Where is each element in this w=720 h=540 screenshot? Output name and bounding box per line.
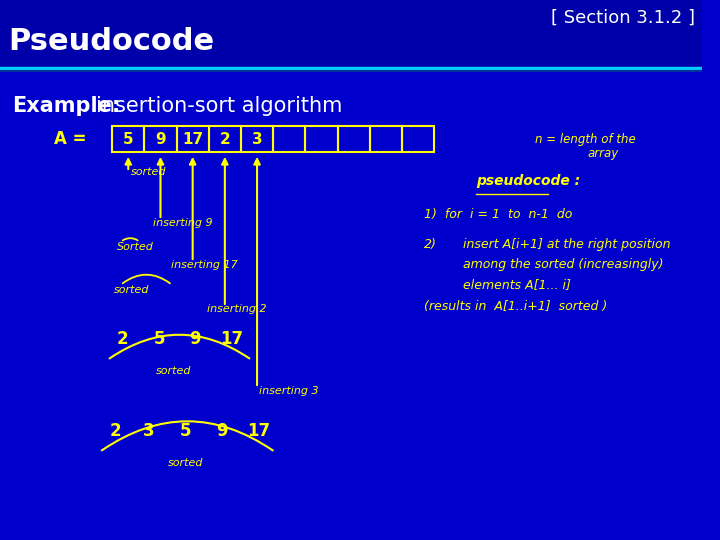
Text: 1)  for  i = 1  to  n-1  do: 1) for i = 1 to n-1 do xyxy=(424,208,572,221)
Text: pseudocode :: pseudocode : xyxy=(476,174,580,188)
Text: insert A[i+1] at the right position: insert A[i+1] at the right position xyxy=(464,238,671,251)
Text: inserting 3: inserting 3 xyxy=(259,386,319,396)
Text: Sorted: Sorted xyxy=(117,242,153,252)
Text: n = length of the: n = length of the xyxy=(535,133,636,146)
Text: sorted: sorted xyxy=(114,285,149,295)
Text: 5: 5 xyxy=(123,132,134,146)
Text: Example:: Example: xyxy=(12,96,120,116)
Text: (results in  A[1..i+1]  sorted ): (results in A[1..i+1] sorted ) xyxy=(424,300,608,313)
Text: inserting 17: inserting 17 xyxy=(171,260,238,270)
Text: A =: A = xyxy=(54,130,86,148)
Text: insertion-sort algorithm: insertion-sort algorithm xyxy=(96,96,342,116)
Text: array: array xyxy=(588,147,618,160)
Text: sorted: sorted xyxy=(156,366,192,376)
Text: inserting 9: inserting 9 xyxy=(153,218,212,228)
Text: [ Section 3.1.2 ]: [ Section 3.1.2 ] xyxy=(551,9,695,27)
Text: 2: 2 xyxy=(116,330,127,348)
Text: among the sorted (increasingly): among the sorted (increasingly) xyxy=(464,258,664,271)
Text: 9: 9 xyxy=(217,422,228,440)
Text: 17: 17 xyxy=(182,132,203,146)
Text: 9: 9 xyxy=(189,330,201,348)
Text: 2: 2 xyxy=(109,422,121,440)
Text: 9: 9 xyxy=(156,132,166,146)
FancyBboxPatch shape xyxy=(0,0,703,68)
Text: inserting 2: inserting 2 xyxy=(207,304,267,314)
Text: 17: 17 xyxy=(220,330,244,348)
Text: 5: 5 xyxy=(179,422,191,440)
Text: 2): 2) xyxy=(424,238,437,251)
Text: 5: 5 xyxy=(153,330,165,348)
Text: 3: 3 xyxy=(252,132,262,146)
Text: 17: 17 xyxy=(247,422,270,440)
Text: sorted: sorted xyxy=(168,458,203,468)
Text: 2: 2 xyxy=(220,132,230,146)
Text: 3: 3 xyxy=(143,422,154,440)
Text: elements A[1... i]: elements A[1... i] xyxy=(464,278,571,291)
Text: sorted: sorted xyxy=(131,167,167,177)
Text: Pseudocode: Pseudocode xyxy=(8,28,214,57)
